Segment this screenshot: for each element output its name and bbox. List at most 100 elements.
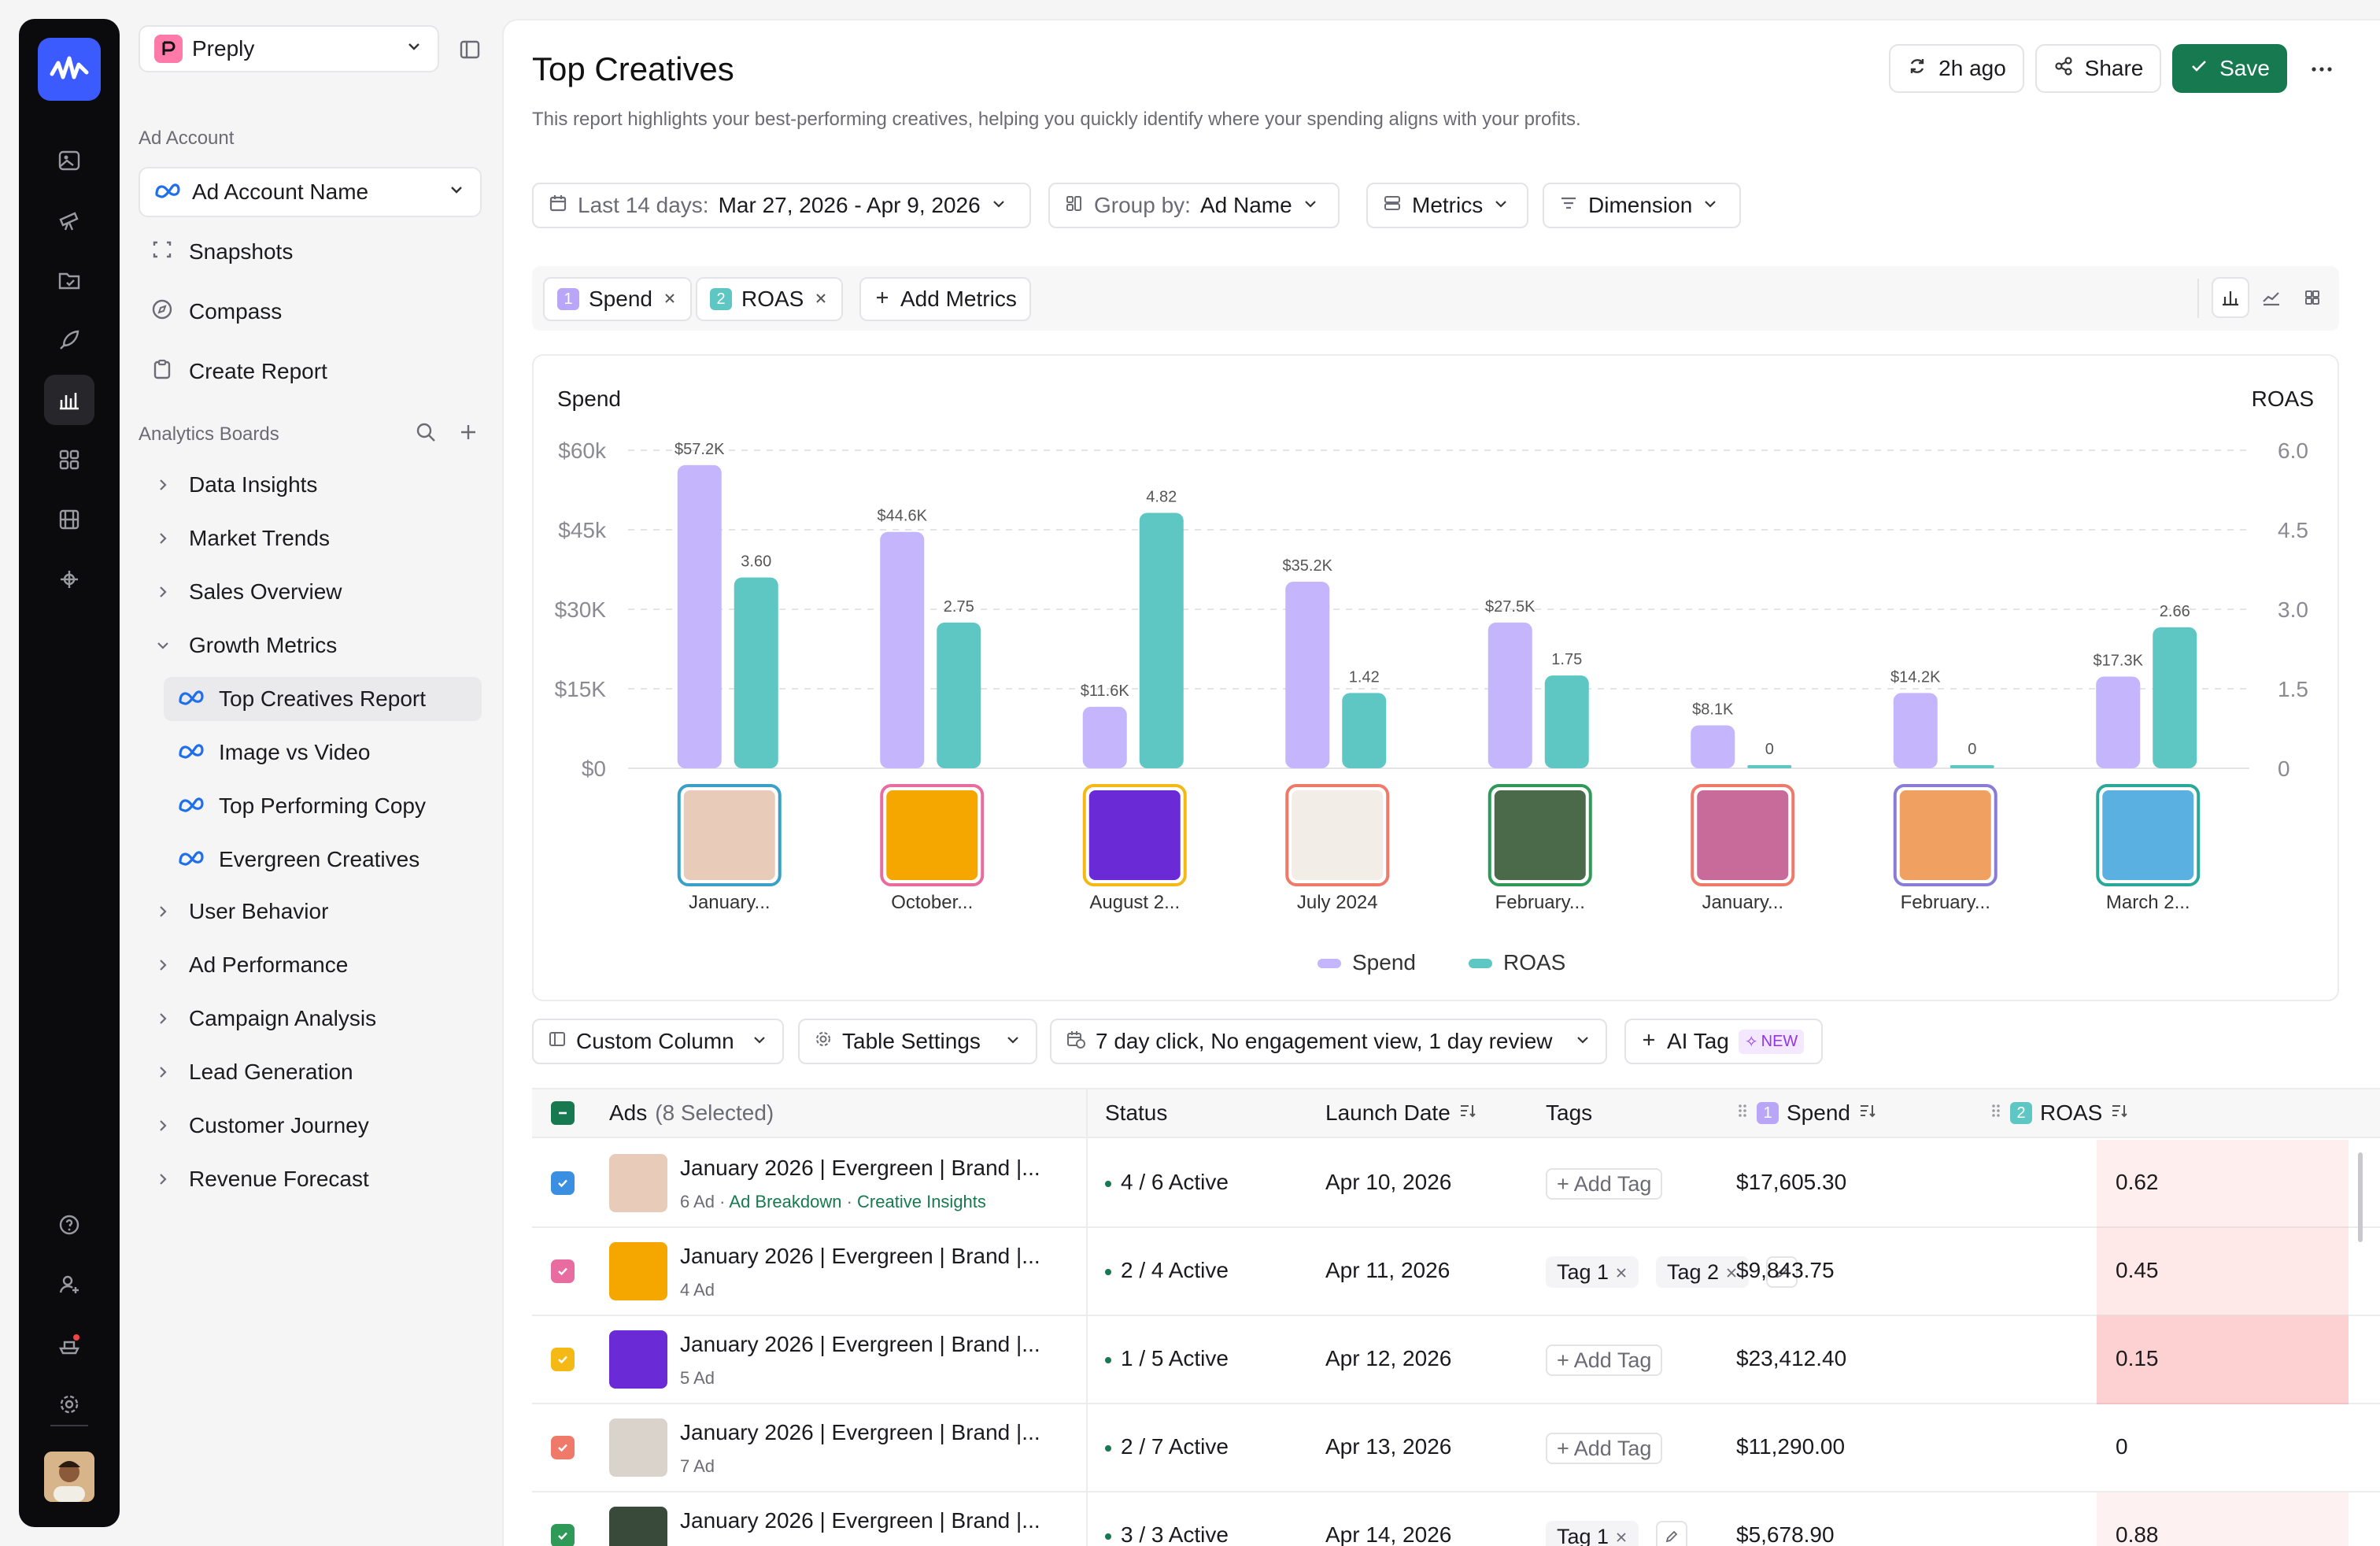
add-tag-button[interactable]: + Add Tag (1546, 1168, 1663, 1200)
rocket-icon[interactable] (44, 315, 94, 365)
ai-tag-button[interactable]: AI Tag ✧ NEW (1624, 1019, 1823, 1064)
ad-title[interactable]: January 2026 | Evergreen | Brand |... (680, 1508, 1040, 1533)
metric-chip-roas[interactable]: 2 ROAS (696, 277, 844, 321)
report-evergreen-creatives[interactable]: Evergreen Creatives (164, 838, 482, 882)
ad-title[interactable]: January 2026 | Evergreen | Brand |... (680, 1332, 1040, 1356)
header-roas[interactable]: 2 ROAS (1990, 1089, 2129, 1137)
header-spend[interactable]: 1 Spend (1736, 1089, 1877, 1137)
board-ad-performance[interactable]: Ad Performance (154, 941, 348, 989)
header-launch-date[interactable]: Launch Date (1325, 1089, 1477, 1137)
close-icon[interactable] (813, 287, 829, 312)
tag-chip[interactable]: Tag 1 (1546, 1256, 1639, 1288)
board-market-trends[interactable]: Market Trends (154, 515, 330, 562)
board-sales-overview[interactable]: Sales Overview (154, 568, 342, 616)
table-row[interactable]: January 2026 | Evergreen | Brand |... 5 A… (532, 1316, 2380, 1404)
ad-thumbnail[interactable] (609, 1507, 667, 1546)
row-checkbox[interactable] (551, 1171, 575, 1195)
ad-title[interactable]: January 2026 | Evergreen | Brand |... (680, 1420, 1040, 1444)
edit-tags-icon[interactable] (1656, 1521, 1687, 1546)
table-row[interactable]: January 2026 | Evergreen | Brand |... 3 /… (532, 1492, 2380, 1546)
row-checkbox[interactable] (551, 1259, 575, 1283)
close-icon[interactable] (1615, 1525, 1628, 1546)
refresh-button[interactable]: 2h ago (1889, 44, 2024, 93)
film-icon[interactable] (44, 494, 94, 545)
nav-compass[interactable]: Compass (151, 288, 282, 335)
board-revenue-forecast[interactable]: Revenue Forecast (154, 1156, 369, 1203)
folder-check-icon[interactable] (44, 255, 94, 305)
header-ads[interactable]: Ads (8 Selected) (609, 1089, 774, 1137)
metric-chip-spend[interactable]: 1 Spend (543, 277, 692, 321)
attribution-setting-button[interactable]: 7 day click, No engagement view, 1 day r… (1050, 1019, 1607, 1064)
close-icon[interactable] (1725, 1260, 1738, 1285)
notifications-icon[interactable] (44, 1319, 94, 1370)
drag-handle-icon[interactable] (1736, 1100, 1749, 1126)
board-lead-generation[interactable]: Lead Generation (154, 1049, 353, 1096)
integrations-icon[interactable] (44, 554, 94, 605)
dimension-filter[interactable]: Dimension (1543, 183, 1741, 228)
save-button[interactable]: Save (2172, 44, 2287, 93)
drag-handle-icon[interactable] (1990, 1100, 2002, 1126)
analytics-icon[interactable] (44, 375, 94, 425)
ad-title[interactable]: January 2026 | Evergreen | Brand |... (680, 1156, 1040, 1180)
group-by-filter[interactable]: Group by: Ad Name (1048, 183, 1340, 228)
table-settings-button[interactable]: Table Settings (798, 1019, 1037, 1064)
ad-account-selector[interactable]: Ad Account Name (139, 167, 482, 217)
report-top-creatives[interactable]: Top Creatives Report (164, 677, 482, 721)
board-campaign-analysis[interactable]: Campaign Analysis (154, 995, 376, 1042)
app-logo-icon[interactable] (38, 38, 101, 101)
table-row[interactable]: January 2026 | Evergreen | Brand |... 7 A… (532, 1404, 2380, 1492)
ad-thumbnail[interactable] (609, 1330, 667, 1389)
custom-column-button[interactable]: Custom Column (532, 1019, 784, 1064)
row-checkbox[interactable] (551, 1436, 575, 1459)
sort-icon[interactable] (2110, 1100, 2129, 1126)
image-icon[interactable] (44, 135, 94, 186)
row-checkbox[interactable] (551, 1348, 575, 1371)
sort-icon[interactable] (1858, 1100, 1877, 1126)
line-chart-view-icon[interactable] (2252, 277, 2290, 318)
search-icon[interactable] (414, 420, 438, 448)
nav-create-report[interactable]: Create Report (151, 348, 327, 395)
edit-tags-icon[interactable] (1766, 1256, 1798, 1288)
close-icon[interactable] (1615, 1260, 1628, 1285)
ad-title[interactable]: January 2026 | Evergreen | Brand |... (680, 1244, 1040, 1268)
sort-icon[interactable] (1458, 1100, 1477, 1126)
add-tag-button[interactable]: + Add Tag (1546, 1433, 1663, 1464)
help-icon[interactable] (44, 1200, 94, 1250)
select-all-checkbox[interactable] (551, 1101, 575, 1125)
ad-breakdown-link[interactable]: Ad Breakdown (729, 1192, 842, 1211)
grid-view-icon[interactable] (2293, 277, 2331, 318)
share-button[interactable]: Share (2035, 44, 2161, 93)
tag-chip[interactable]: Tag 1 (1546, 1521, 1639, 1546)
user-avatar[interactable] (44, 1452, 94, 1502)
add-metrics-button[interactable]: Add Metrics (859, 277, 1031, 321)
ad-thumbnail[interactable] (609, 1418, 667, 1477)
close-icon[interactable] (662, 287, 678, 312)
header-status[interactable]: Status (1105, 1089, 1167, 1137)
row-checkbox[interactable] (551, 1524, 575, 1546)
creative-insights-link[interactable]: Creative Insights (857, 1192, 986, 1211)
add-user-icon[interactable] (44, 1259, 94, 1310)
grid-icon[interactable] (44, 435, 94, 485)
add-tag-button[interactable]: + Add Tag (1546, 1344, 1663, 1376)
board-user-behavior[interactable]: User Behavior (154, 888, 328, 935)
plus-icon[interactable] (456, 420, 480, 448)
nav-snapshots[interactable]: Snapshots (151, 228, 293, 276)
header-tags[interactable]: Tags (1546, 1089, 1592, 1137)
ad-thumbnail[interactable] (609, 1242, 667, 1300)
report-top-performing-copy[interactable]: Top Performing Copy (164, 784, 482, 828)
table-row[interactable]: January 2026 | Evergreen | Brand |... 6 A… (532, 1140, 2380, 1228)
board-customer-journey[interactable]: Customer Journey (154, 1102, 369, 1149)
metrics-filter[interactable]: Metrics (1366, 183, 1528, 228)
table-row[interactable]: January 2026 | Evergreen | Brand |... 4 A… (532, 1228, 2380, 1316)
board-growth-metrics[interactable]: Growth Metrics (154, 622, 337, 669)
board-data-insights[interactable]: Data Insights (154, 461, 317, 509)
scrollbar-thumb[interactable] (2358, 1152, 2363, 1242)
settings-icon[interactable] (44, 1379, 94, 1429)
ad-thumbnail[interactable] (609, 1154, 667, 1212)
tag-chip[interactable]: Tag 2 (1656, 1256, 1750, 1288)
bar-chart-view-icon[interactable] (2212, 277, 2249, 318)
more-options-icon[interactable] (2308, 55, 2336, 87)
telescope-icon[interactable] (44, 195, 94, 246)
sidebar-toggle-icon[interactable] (458, 38, 482, 65)
workspace-selector[interactable]: Preply (139, 25, 439, 72)
